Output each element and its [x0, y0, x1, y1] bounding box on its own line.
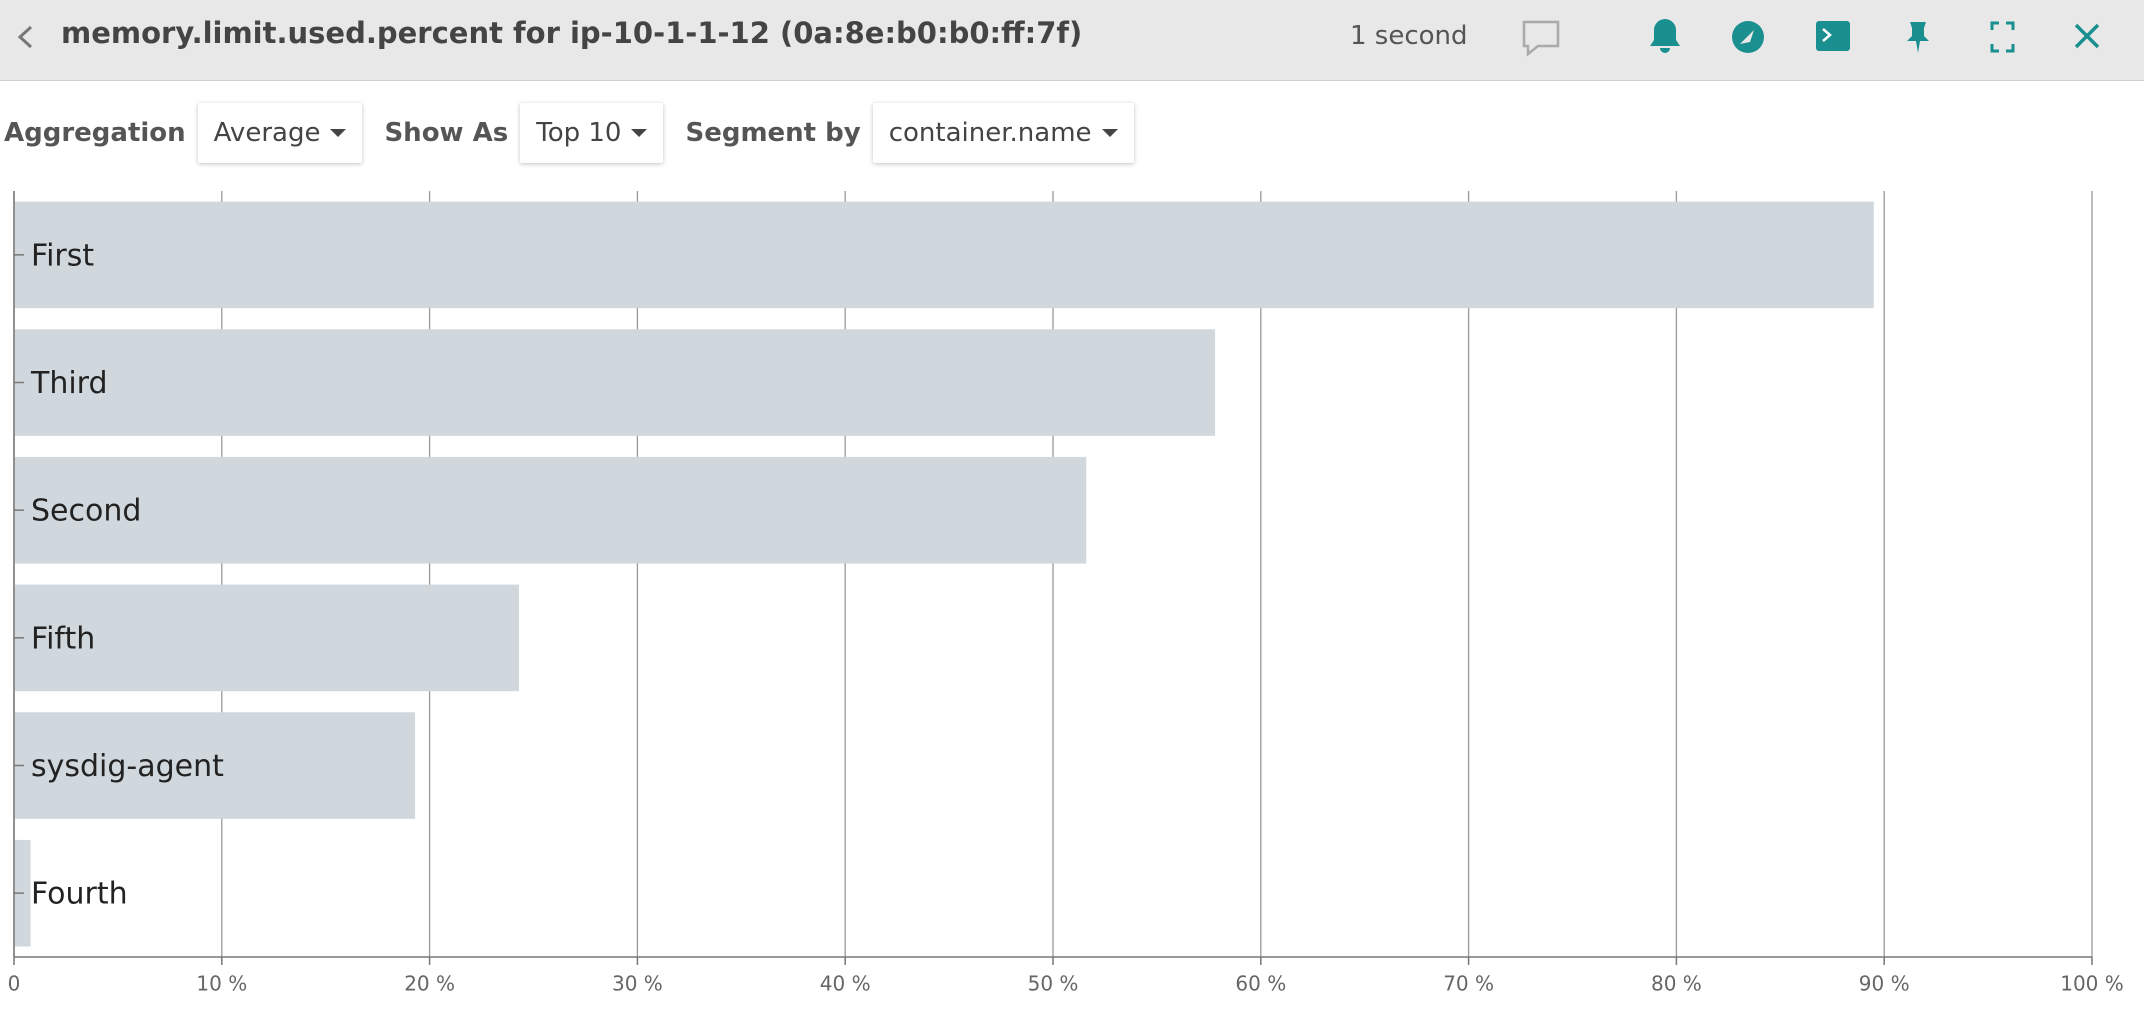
x-tick-label: 70 %	[1443, 972, 1494, 996]
fullscreen-icon[interactable]	[1990, 21, 2015, 53]
terminal-icon[interactable]	[1816, 21, 1850, 51]
terminal-prompt	[1822, 28, 1832, 42]
back-button[interactable]	[17, 25, 33, 49]
control-label: Aggregation	[4, 118, 186, 148]
bar	[14, 329, 1216, 436]
panel-title: memory.limit.used.percent for ip-10-1-1-…	[61, 16, 1083, 50]
dropdown[interactable]: Average	[197, 103, 363, 163]
header-icons	[17, 19, 2100, 57]
control-label: Segment by	[685, 118, 861, 148]
dropdown-value: Average	[213, 118, 321, 148]
comment-icon[interactable]	[1522, 20, 1560, 57]
x-tick-label: 20 %	[404, 972, 455, 996]
dropdown-value: Top 10	[536, 118, 622, 148]
bar-label: First	[31, 238, 94, 273]
event-icon-mark	[1740, 30, 1754, 44]
header: memory.limit.used.percent for ip-10-1-1-…	[0, 0, 2144, 81]
bar	[14, 456, 1087, 564]
dropdown-caret	[1101, 129, 1118, 137]
bar-label: sysdig-agent	[31, 749, 224, 784]
dropdown[interactable]: Top 10	[520, 103, 664, 163]
x-tick-label: 10 %	[196, 972, 247, 996]
dropdown-value: container.name	[888, 118, 1092, 148]
dropdown-caret	[631, 129, 648, 137]
bar	[14, 201, 1874, 309]
x-tick-label: 30 %	[612, 972, 663, 996]
refresh-interval[interactable]: 1 second	[1350, 21, 1468, 51]
x-tick-label: 60 %	[1235, 972, 1286, 996]
x-tick-label: 40 %	[820, 972, 871, 996]
bar	[14, 712, 416, 819]
alert-icon[interactable]	[1650, 19, 1680, 53]
bar-label: Fifth	[31, 621, 95, 656]
x-tick-label: 100 %	[2060, 972, 2124, 996]
x-tick-label: 80 %	[1651, 972, 1702, 996]
x-tick-label: 90 %	[1859, 972, 1910, 996]
bar	[14, 584, 519, 692]
dropdown[interactable]: container.name	[872, 103, 1134, 163]
dropdown-caret	[330, 129, 347, 137]
bar-label: Third	[30, 366, 108, 401]
bar-label: Second	[31, 494, 141, 529]
bar-label: Fourth	[31, 877, 128, 912]
controls: Aggregation Average Show As Top 10 Segment b…	[4, 103, 1156, 163]
x-tick-label: 0	[8, 972, 21, 996]
close-icon[interactable]	[2074, 23, 2100, 49]
pin-icon[interactable]	[1907, 22, 1929, 53]
control-label: Show As	[384, 118, 509, 148]
x-tick-label: 50 %	[1028, 972, 1079, 996]
